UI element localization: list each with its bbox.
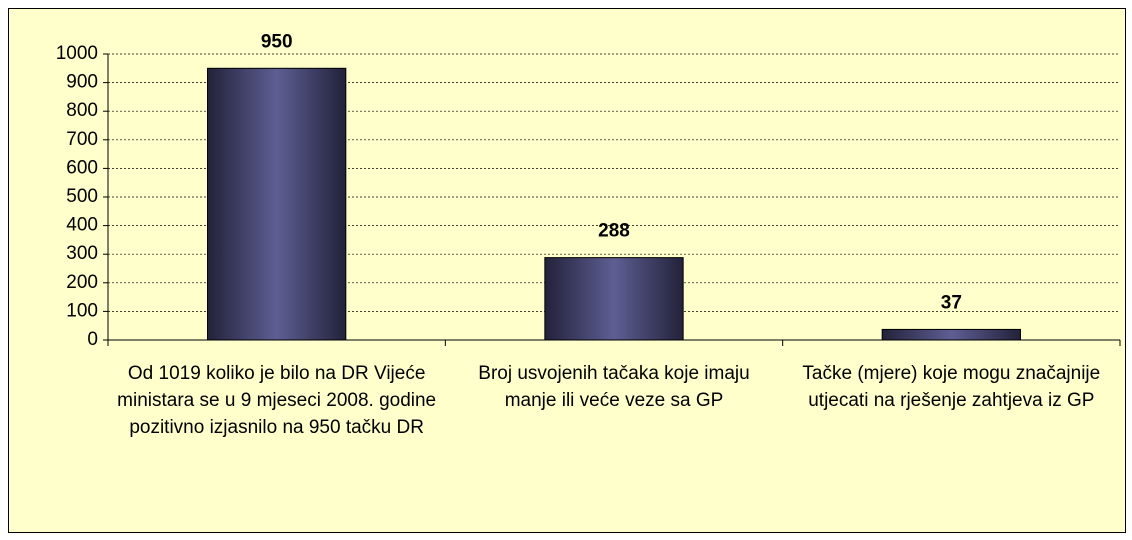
y-tick-label: 500 bbox=[66, 186, 98, 207]
x-tick-label: Od 1019 koliko je bilo na DR Vijeće mini… bbox=[117, 363, 437, 438]
y-tick-label: 100 bbox=[66, 300, 98, 321]
x-tick-label: Tačke (mjere) koje mogu značajnije utjec… bbox=[802, 363, 1101, 411]
y-tick-label: 1000 bbox=[56, 43, 98, 64]
value-label: 37 bbox=[941, 292, 962, 313]
value-label: 288 bbox=[598, 221, 630, 242]
y-tick-label: 0 bbox=[87, 329, 98, 350]
bar bbox=[881, 328, 1021, 341]
y-tick-label: 900 bbox=[66, 72, 98, 93]
y-tick-label: 700 bbox=[66, 129, 98, 150]
y-tick-label: 600 bbox=[66, 157, 98, 178]
value-label: 950 bbox=[261, 31, 293, 52]
x-tick-label: Broj usvojenih tačaka koje imaju manje i… bbox=[478, 363, 750, 411]
y-tick-label: 400 bbox=[66, 215, 98, 236]
y-tick-label: 800 bbox=[66, 100, 98, 121]
bar bbox=[207, 67, 347, 341]
y-tick-label: 300 bbox=[66, 243, 98, 264]
y-tick-label: 200 bbox=[66, 272, 98, 293]
bar bbox=[544, 257, 684, 341]
